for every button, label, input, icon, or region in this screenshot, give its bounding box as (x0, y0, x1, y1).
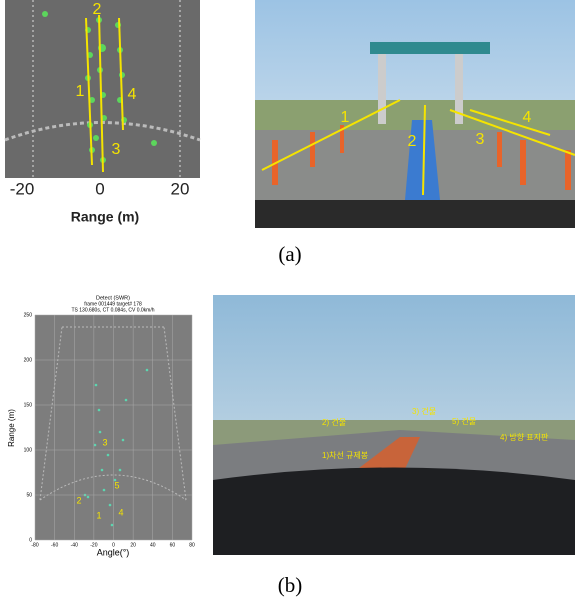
x-tick-label: 0 (95, 179, 104, 198)
object-label: 3 (102, 437, 107, 447)
lane-label: 1 (76, 83, 85, 100)
plot-info: TS 130.680s, CT 0.084s, CV 0.0km/h (71, 307, 154, 313)
lane-label: 2 (93, 1, 102, 18)
lane-label: 2 (408, 133, 417, 150)
x-tick-label: 20 (171, 179, 190, 198)
x-tick-label: 80 (189, 542, 195, 548)
object-label: 3) 건물 (412, 406, 436, 416)
object-label: 2) 건물 (322, 417, 346, 427)
object-label: 1)차선 규제봉 (322, 451, 368, 460)
y-tick-label: 200 (24, 357, 33, 363)
x-tick-label: 40 (150, 542, 156, 548)
x-axis-label: Angle(°) (97, 547, 130, 557)
lane-label: 4 (128, 86, 137, 103)
x-tick-label: -40 (71, 542, 78, 548)
x-tick-label: 60 (170, 542, 176, 548)
radar-plot-a (5, 0, 200, 178)
lane-label: 1 (341, 109, 350, 126)
lane-label: 3 (476, 131, 485, 148)
caption: (b) (278, 573, 303, 597)
object-label: 5 (114, 480, 119, 490)
y-tick-label: 150 (24, 402, 33, 408)
y-tick-label: 250 (24, 312, 33, 318)
object-label: 2 (76, 495, 81, 505)
object-label: 1 (96, 510, 101, 520)
lane-label: 3 (112, 141, 121, 158)
x-tick-label: -80 (31, 542, 38, 548)
x-tick-label: -20 (10, 179, 35, 198)
y-tick-label: 50 (26, 492, 32, 498)
lane-label: 4 (523, 109, 532, 126)
x-axis-label: Range (m) (71, 209, 139, 225)
x-tick-label: -60 (51, 542, 58, 548)
y-axis-label: Range (m) (7, 409, 16, 447)
y-tick-label: 100 (24, 447, 33, 453)
caption: (a) (278, 242, 301, 266)
object-label: 4 (118, 507, 123, 517)
figure: (a) (b) -20020Range (m)12341234Detect (S… (0, 0, 575, 601)
object-label: 4) 방향 표지판 (500, 432, 549, 442)
object-label: 5) 건물 (452, 416, 476, 426)
camera-image-b (213, 295, 575, 555)
x-tick-label: 20 (130, 542, 136, 548)
